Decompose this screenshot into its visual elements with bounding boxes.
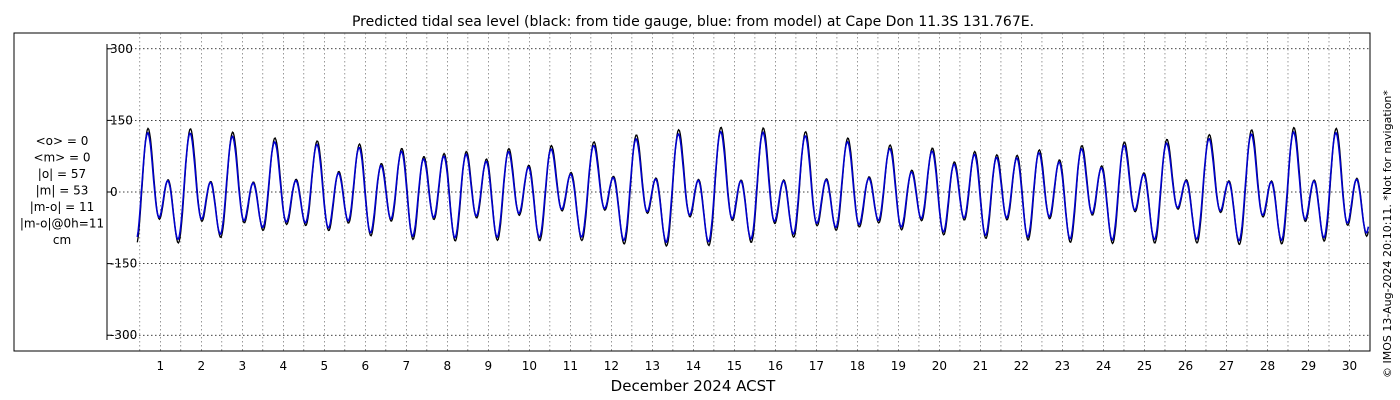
chart-title: Predicted tidal sea level (black: from t… xyxy=(352,14,1034,30)
stats-line: |m-o| = 11 xyxy=(30,200,95,214)
x-tick-label: 1 xyxy=(156,359,164,373)
x-tick-label: 5 xyxy=(321,359,329,373)
stats-panel: <o> = 0 <m> = 0 |o| = 57 |m| = 53 |m-o| = 11… xyxy=(20,134,104,247)
series-group xyxy=(136,126,1370,248)
x-tick-label: 12 xyxy=(604,359,619,373)
x-tick-label: 25 xyxy=(1137,359,1152,373)
x-axis-label: December 2024 ACST xyxy=(611,377,776,395)
series-line-model xyxy=(136,130,1370,244)
stats-line: <m> = 0 xyxy=(33,151,90,165)
x-tick-label: 7 xyxy=(403,359,411,373)
stats-line: |m| = 53 xyxy=(36,184,89,198)
x-tick-label: 15 xyxy=(727,359,742,373)
x-tick-label: 2 xyxy=(197,359,205,373)
x-tick-label: 30 xyxy=(1342,359,1357,373)
x-tick-label: 18 xyxy=(850,359,865,373)
stats-line: |m-o|@0h=11 xyxy=(20,217,104,231)
x-tick-label: 13 xyxy=(645,359,660,373)
x-tick-label: 28 xyxy=(1260,359,1275,373)
y-tick-label: -150 xyxy=(110,257,137,271)
x-tick-label: 20 xyxy=(932,359,947,373)
x-tick-label: 16 xyxy=(768,359,783,373)
x-axis: 1 2 3 4 5 6 7 8 9 10 11 12 13 14 15 16 17 18 19 20 21 22 23 24 2… xyxy=(156,359,1357,373)
x-tick-label: 26 xyxy=(1178,359,1193,373)
x-tick-label: 24 xyxy=(1096,359,1111,373)
y-tick-label: 150 xyxy=(110,113,133,127)
x-tick-label: 29 xyxy=(1301,359,1316,373)
grid xyxy=(107,33,1370,351)
x-tick-label: 22 xyxy=(1014,359,1029,373)
x-tick-label: 19 xyxy=(891,359,906,373)
x-tick-label: 3 xyxy=(239,359,247,373)
footer-credit: © IMOS 13-Aug-2024 20:10:11. *Not for na… xyxy=(1381,90,1394,378)
y-axis: -300 -150 0 150 300 xyxy=(106,42,137,342)
x-tick-label: 21 xyxy=(973,359,988,373)
y-tick-label: 0 xyxy=(110,185,118,199)
x-tick-label: 9 xyxy=(485,359,493,373)
outer-frame xyxy=(13,32,1371,352)
x-tick-label: 10 xyxy=(522,359,537,373)
stats-line: <o> = 0 xyxy=(36,134,89,148)
x-tick-label: 6 xyxy=(362,359,370,373)
x-tick-label: 27 xyxy=(1219,359,1234,373)
stats-line: cm xyxy=(53,233,71,247)
x-tick-label: 17 xyxy=(809,359,824,373)
stats-line: |o| = 57 xyxy=(38,167,86,181)
x-tick-label: 8 xyxy=(444,359,452,373)
x-tick-label: 14 xyxy=(686,359,701,373)
x-tick-label: 23 xyxy=(1055,359,1070,373)
y-tick-label: 300 xyxy=(110,42,133,56)
y-tick-label: -300 xyxy=(110,328,137,342)
x-tick-label: 4 xyxy=(280,359,288,373)
x-tick-label: 11 xyxy=(563,359,578,373)
